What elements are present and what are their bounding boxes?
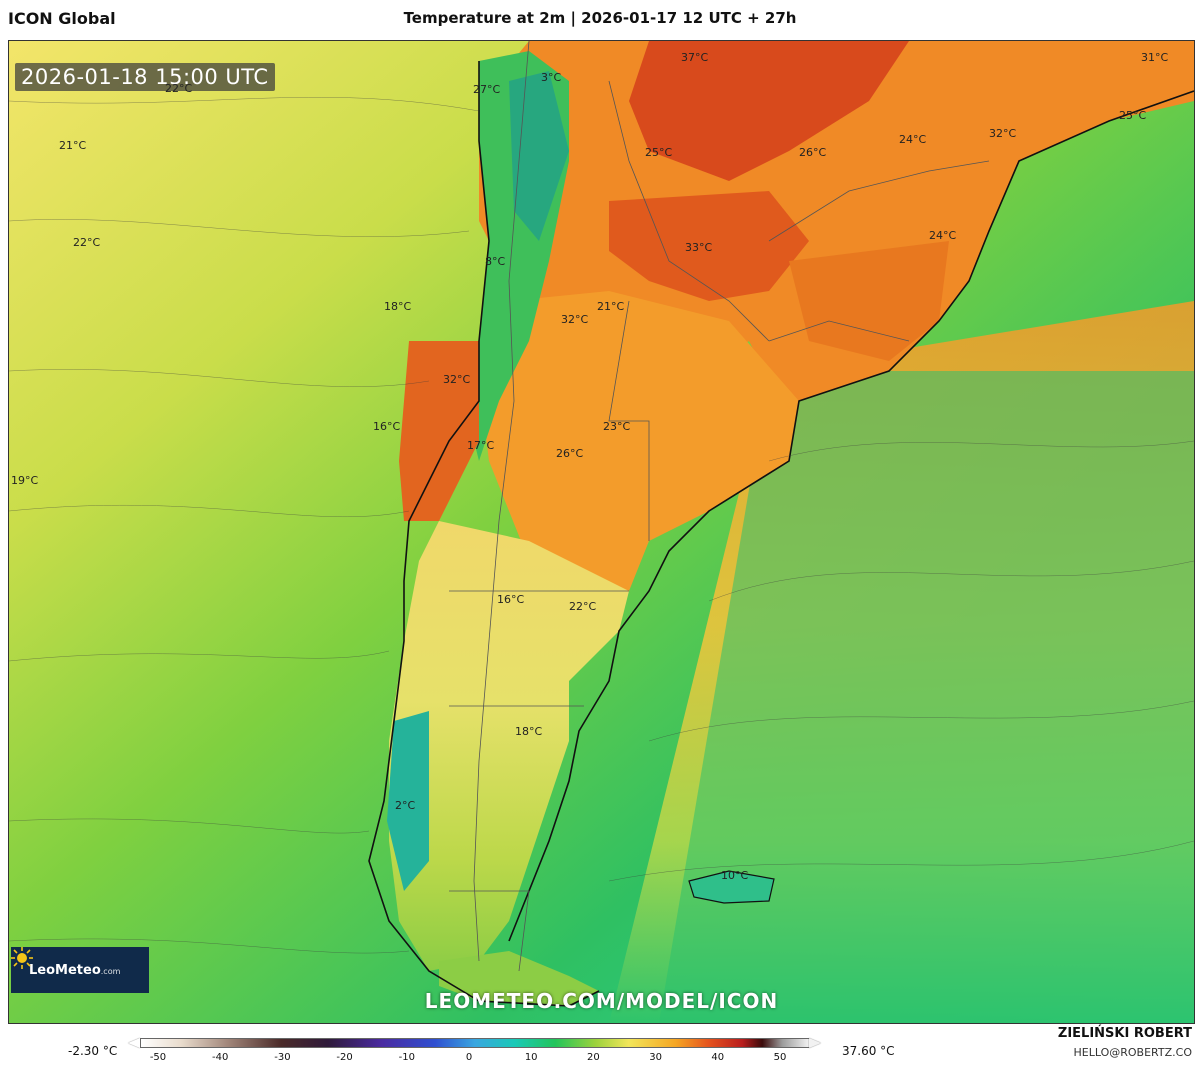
temp-label: 21°C: [597, 300, 625, 313]
legend-tick: -20: [336, 1052, 353, 1063]
temp-label: 27°C: [473, 83, 501, 96]
isotherms: [9, 97, 1194, 954]
author-email[interactable]: HELLO@ROBERTZ.CO: [1073, 1046, 1192, 1059]
temp-label: 32°C: [989, 127, 1017, 140]
temp-label: 18°C: [384, 300, 412, 313]
temp-label: 22°C: [569, 600, 597, 613]
falkland-islands: [689, 871, 774, 903]
leometeo-logo[interactable]: LeoMeteo.com: [11, 947, 149, 993]
falklands-coastline: [688, 870, 775, 904]
temp-label: 26°C: [799, 146, 827, 159]
legend-color-bar: [140, 1038, 810, 1048]
temp-label: 22°C: [165, 82, 193, 95]
legend-tick: 0: [465, 1052, 473, 1063]
temp-label: 21°C: [59, 139, 87, 152]
temp-label: 18°C: [515, 725, 543, 738]
temp-label: 26°C: [556, 447, 584, 460]
temp-label: 32°C: [443, 373, 471, 386]
temp-label: 16°C: [373, 420, 401, 433]
temp-label: 24°C: [899, 133, 927, 146]
temp-label: 24°C: [929, 229, 957, 242]
temp-label: 10°C: [721, 869, 749, 882]
legend-tick: -50: [149, 1052, 167, 1063]
legend-tick: 30: [649, 1052, 662, 1063]
logo-name: LeoMeteo: [29, 962, 101, 978]
logo-text: LeoMeteo.com: [29, 963, 120, 978]
south-atlantic-field: [659, 371, 1194, 1023]
map-field: [9, 41, 1194, 1023]
admin-borders: [449, 41, 990, 972]
temp-label: 31°C: [1141, 51, 1169, 64]
temp-label: 23°C: [603, 420, 631, 433]
legend-tick: 50: [773, 1052, 787, 1063]
sun-icon: [11, 947, 33, 969]
land-patagonia: [389, 521, 629, 971]
temp-label: 37°C: [681, 51, 709, 64]
legend-tick: -30: [274, 1052, 291, 1063]
temp-label: 8°C: [485, 255, 506, 268]
source-url: LEOMETEO.COM/MODEL/ICON: [424, 989, 779, 1013]
hot-core-north: [629, 41, 909, 181]
legend-tick: 10: [524, 1052, 538, 1063]
chile-central-hot: [399, 341, 479, 521]
land-central: [479, 291, 799, 601]
andes-cold-core: [509, 71, 569, 241]
tierra-del-fuego: [439, 951, 599, 1006]
header-bar: ICON Global Temperature at 2m | 2026-01-…: [0, 0, 1200, 40]
run-title: Temperature at 2m | 2026-01-17 12 UTC + …: [403, 9, 797, 27]
logo-suffix: .com: [100, 966, 121, 976]
color-legend: -2.30 °C 37.60 °C -50 -40 -30 -20 -10 0 10 20 30…: [0, 1030, 1200, 1066]
legend-tick: 40: [711, 1052, 725, 1063]
legend-tick: -40: [212, 1052, 229, 1063]
legend-min-value: -2.30 °C: [68, 1044, 118, 1058]
hot-core-east: [789, 241, 949, 361]
temperature-map[interactable]: 2026-01-18 15:00 UTC 37°C 31°C 22°C 27°C…: [8, 40, 1195, 1024]
temp-label: 22°C: [73, 236, 101, 249]
legend-arrow-left-icon: [128, 1038, 140, 1048]
temp-label: 25°C: [1119, 109, 1147, 122]
temp-label: 2°C: [395, 799, 416, 812]
east-coastline: [508, 90, 1194, 942]
temp-label: 17°C: [467, 439, 495, 452]
legend-tick: 20: [587, 1052, 600, 1063]
legend-max-value: 37.60 °C: [842, 1044, 895, 1058]
west-coastline: [368, 61, 600, 1007]
temp-label: 19°C: [11, 474, 39, 487]
temp-label: 3°C: [541, 71, 562, 84]
legend-arrow-right-icon: [809, 1038, 821, 1048]
temp-label: 16°C: [497, 593, 525, 606]
temp-label: 32°C: [561, 313, 589, 326]
model-name: ICON Global: [8, 9, 116, 28]
legend-tick: -10: [398, 1052, 415, 1063]
southern-andes-cold: [387, 711, 429, 891]
valid-time-badge: 2026-01-18 15:00 UTC: [15, 63, 275, 91]
author-name: ZIELIŃSKI ROBERT: [1057, 1026, 1192, 1041]
hot-core-center: [609, 191, 809, 301]
temp-label: 25°C: [645, 146, 673, 159]
temp-label: 33°C: [685, 241, 713, 254]
